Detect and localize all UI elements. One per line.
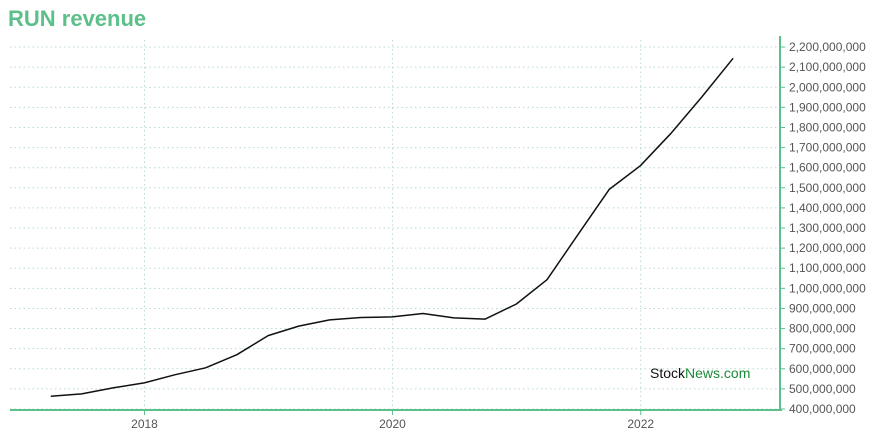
data-point xyxy=(638,164,642,168)
y-tick-label: 1,500,000,000 xyxy=(789,181,866,195)
chart-title: RUN revenue xyxy=(8,6,147,31)
y-tick-label: 1,000,000,000 xyxy=(789,281,866,295)
y-tick-label: 2,000,000,000 xyxy=(789,80,866,94)
data-point xyxy=(328,318,332,322)
data-point xyxy=(49,394,53,398)
data-point xyxy=(669,131,673,135)
data-point xyxy=(483,317,487,321)
y-tick-label: 900,000,000 xyxy=(789,301,856,315)
y-gridlines xyxy=(10,46,780,410)
data-point xyxy=(235,353,239,357)
data-point xyxy=(545,278,549,282)
data-point xyxy=(576,233,580,237)
data-point xyxy=(359,316,363,320)
y-tick-labels: 400,000,000 500,000,000 600,000,000 700,000… xyxy=(789,40,866,416)
x-tick-label: 2022 xyxy=(627,417,654,431)
series-group xyxy=(49,56,735,398)
watermark-part1: Stock xyxy=(650,365,686,381)
data-point xyxy=(607,187,611,191)
y-tick-label: 1,400,000,000 xyxy=(789,201,866,215)
watermark-part2: News.com xyxy=(685,365,751,381)
data-point xyxy=(297,324,301,328)
data-point xyxy=(390,315,394,319)
x-gridlines xyxy=(144,40,642,410)
y-tick-label: 1,900,000,000 xyxy=(789,100,866,114)
y-tick-label: 600,000,000 xyxy=(789,362,856,376)
y-tick-label: 1,800,000,000 xyxy=(789,120,866,134)
data-point xyxy=(266,334,270,338)
stocknews-watermark: StockNews.com xyxy=(650,365,750,381)
y-tick-label: 2,200,000,000 xyxy=(789,40,866,54)
axes xyxy=(10,36,785,415)
data-point xyxy=(142,381,146,385)
data-point xyxy=(731,56,735,60)
y-tick-label: 1,700,000,000 xyxy=(789,141,866,155)
x-tick-label: 2018 xyxy=(131,417,158,431)
y-tick-label: 1,100,000,000 xyxy=(789,261,866,275)
y-tick-label: 400,000,000 xyxy=(789,402,856,416)
y-tick-label: 700,000,000 xyxy=(789,342,856,356)
x-tick-labels: 2018 2020 2022 xyxy=(131,417,654,431)
data-point xyxy=(111,386,115,390)
revenue-series-line xyxy=(50,57,734,398)
data-point xyxy=(204,366,208,370)
data-point xyxy=(452,316,456,320)
y-tick-label: 1,600,000,000 xyxy=(789,161,866,175)
y-tick-label: 1,300,000,000 xyxy=(789,221,866,235)
data-point xyxy=(421,311,425,315)
y-tick-label: 2,100,000,000 xyxy=(789,60,866,74)
data-point xyxy=(173,373,177,377)
y-tick-label: 800,000,000 xyxy=(789,322,856,336)
data-point xyxy=(700,95,704,99)
data-point xyxy=(514,302,518,306)
y-tick-label: 500,000,000 xyxy=(789,382,856,396)
x-tick-label: 2020 xyxy=(379,417,406,431)
y-tick-label: 1,200,000,000 xyxy=(789,241,866,255)
data-point xyxy=(80,392,84,396)
